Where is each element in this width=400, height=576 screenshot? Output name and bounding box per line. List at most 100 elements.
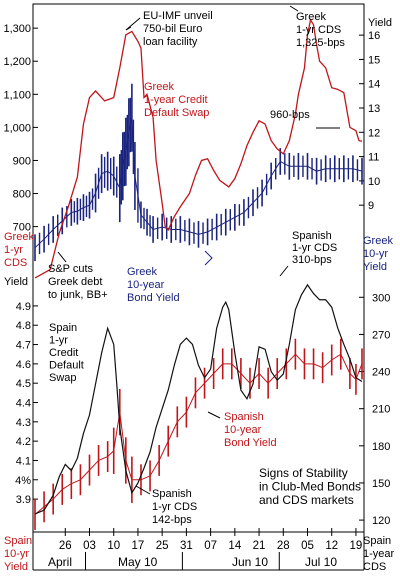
left-tick-label: 1,000 bbox=[3, 122, 31, 134]
annotation-arrow bbox=[135, 485, 151, 495]
annotation-spain-cds: Spain bbox=[49, 322, 77, 334]
annotation-greek-cds-peak: Greek bbox=[296, 11, 326, 23]
annotation-signs: and CDS markets bbox=[259, 493, 354, 507]
left-tick-label: 3.9 bbox=[16, 494, 31, 506]
left-tick-label: 900 bbox=[13, 155, 31, 167]
annotation-greek-10y: 10-year bbox=[127, 279, 165, 291]
x-tick-label: 26 bbox=[59, 540, 72, 552]
left-tick-label: 1,300 bbox=[3, 23, 31, 35]
x-tick-label: 17 bbox=[132, 540, 145, 552]
right-tick-label: 15 bbox=[368, 54, 380, 66]
annotation-960: 960-bps bbox=[270, 109, 310, 121]
right-tick-label: 240 bbox=[372, 367, 390, 379]
axis-label-spain-yield: Yield bbox=[4, 561, 28, 573]
axis-label-greek-cds: CDS bbox=[4, 257, 27, 269]
axis-label-greek-cds: 1-yr bbox=[4, 244, 23, 256]
x-tick-label: 07 bbox=[204, 540, 217, 552]
annotation-arrow bbox=[57, 251, 67, 263]
right-tick-label: 11 bbox=[368, 152, 379, 164]
annotation-arrow bbox=[125, 26, 132, 31]
month-label: Jun 10 bbox=[232, 555, 268, 569]
left-tick-label: 4.8 bbox=[16, 320, 31, 332]
annotation-signs: in Club-Med Bonds bbox=[259, 480, 361, 494]
x-tick-label: 05 bbox=[301, 540, 314, 552]
axis-label-greek-cds: Greek bbox=[4, 231, 34, 243]
month-label: May 10 bbox=[118, 555, 158, 569]
x-tick-label: 03 bbox=[83, 540, 96, 552]
x-tick-label: 10 bbox=[107, 540, 120, 552]
annotation-spain-cds: 1-yr bbox=[49, 335, 68, 347]
left-tick-label: 1,200 bbox=[3, 56, 31, 68]
annotation-spanish-10y: Spanish bbox=[224, 411, 264, 423]
x-tick-label: 19 bbox=[350, 540, 363, 552]
left-axis-title: Yield bbox=[4, 276, 28, 288]
left-tick-label: 4.5 bbox=[16, 378, 31, 390]
right-tick-label: 10 bbox=[368, 176, 380, 188]
axis-label-spain-yield: Spain bbox=[4, 535, 32, 547]
annotation-spanish-cds-peak: 1-yr CDS bbox=[292, 242, 337, 254]
left-tick-label: 4.6 bbox=[16, 359, 31, 371]
annotation-greek-cds-peak: 1-yr CDS bbox=[296, 24, 341, 36]
month-axis-band bbox=[32, 531, 365, 571]
annotation-greek-10y: Greek bbox=[127, 266, 157, 278]
left-tick-label: 4.1 bbox=[16, 455, 31, 467]
spain-cds-line bbox=[34, 283, 363, 515]
left-tick-label: 4.7 bbox=[16, 340, 31, 352]
right-tick-label: 9 bbox=[368, 200, 374, 212]
right-tick-label: 300 bbox=[372, 292, 390, 304]
annotation-arrow bbox=[289, 5, 299, 12]
right-tick-label: 16 bbox=[368, 30, 380, 42]
right-tick-label: 210 bbox=[372, 404, 390, 416]
annotation-greek-cds-name: 1-year Credit bbox=[144, 94, 208, 106]
left-tick-label: 4.2 bbox=[16, 436, 31, 448]
right-tick-label: 270 bbox=[372, 329, 390, 341]
annotation-arrow bbox=[125, 17, 141, 31]
axis-label-spain-yield: 10-yr bbox=[4, 548, 29, 560]
annotation-greek-cds-peak: 1,325-bps bbox=[296, 37, 345, 49]
left-tick-label: 4% bbox=[15, 475, 31, 487]
right-tick-label: 180 bbox=[372, 441, 390, 453]
axis-label-greek-yield: Yield bbox=[363, 261, 387, 273]
annotation-greek-cds-name: Greek bbox=[144, 81, 174, 93]
left-tick-label: 700 bbox=[13, 222, 31, 234]
annotation-arrow bbox=[207, 411, 221, 419]
annotation-spain-cds: Default bbox=[49, 360, 84, 372]
annotation-spanish-cds-peak: 310-bps bbox=[292, 254, 332, 266]
annotation-spain-cds: Credit bbox=[49, 347, 78, 359]
annotation-spanish-cds-peak: Spanish bbox=[292, 230, 332, 242]
annotation-spanish-cds-low: 1-yr CDS bbox=[152, 501, 197, 513]
x-tick-label: 12 bbox=[325, 540, 338, 552]
annotation-arrow bbox=[204, 250, 213, 266]
right-axis-title: Yield bbox=[368, 17, 392, 29]
axis-label-spain-cds: Spain bbox=[363, 535, 391, 547]
annotation-sp-cuts: S&P cuts bbox=[48, 263, 94, 275]
x-tick-label: 28 bbox=[277, 540, 290, 552]
right-tick-label: 150 bbox=[372, 478, 390, 490]
month-label: Jul 10 bbox=[305, 555, 337, 569]
annotation-spanish-10y: 10-year bbox=[224, 424, 262, 436]
axis-label-spain-cds: CDS bbox=[363, 561, 386, 573]
annotation-signs: Signs of Stability bbox=[259, 466, 348, 480]
left-tick-label: 800 bbox=[13, 189, 31, 201]
annotation-sp-cuts: Greek debt bbox=[48, 276, 102, 288]
x-tick-label: 25 bbox=[156, 540, 169, 552]
annotation-sp-cuts: to junk, BB+ bbox=[48, 289, 108, 301]
right-tick-label: 120 bbox=[372, 515, 390, 527]
annotation-spanish-cds-low: Spanish bbox=[152, 488, 192, 500]
x-tick-label: 21 bbox=[253, 540, 266, 552]
bottom-panel: 3.9 4% 4.1 4.2 4.3 4.4 4.5 4.6 4.7 4.8 4.9 Yield 120… bbox=[4, 276, 390, 530]
left-tick-label: 4.9 bbox=[16, 301, 31, 313]
annotation-eu-imf: loan facility bbox=[143, 36, 198, 48]
annotation-spain-cds: Swap bbox=[49, 372, 77, 384]
annotation-spanish-cds-low: 142-bps bbox=[152, 514, 192, 526]
right-tick-label: 13 bbox=[368, 103, 380, 115]
axis-label-greek-yield: 10-yr bbox=[363, 248, 388, 260]
left-tick-label: 4.4 bbox=[16, 398, 31, 410]
axis-label-greek-yield: Greek bbox=[363, 235, 393, 247]
right-tick-label: 14 bbox=[368, 79, 380, 91]
month-label: April bbox=[48, 555, 72, 569]
x-tick-label: 31 bbox=[180, 540, 193, 552]
left-tick-label: 4.3 bbox=[16, 417, 31, 429]
